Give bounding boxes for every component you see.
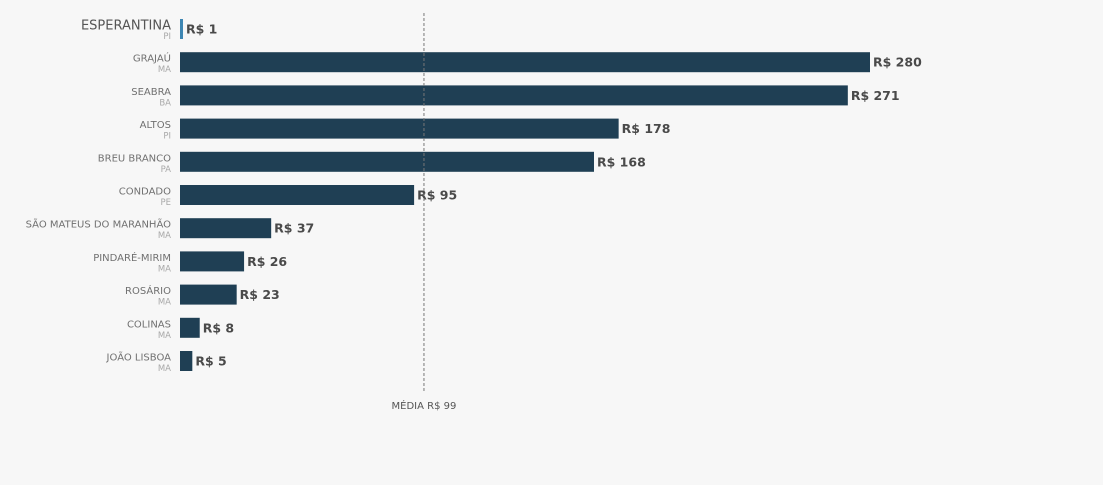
average-layer: MÉDIA R$ 99 <box>392 13 457 412</box>
value-label: R$ 271 <box>851 88 900 103</box>
bar <box>180 284 237 305</box>
bar <box>180 85 848 106</box>
bar <box>180 317 200 338</box>
city-label: SÃO MATEUS DO MARANHÃO <box>26 218 171 231</box>
value-label: R$ 95 <box>417 188 457 203</box>
city-label: SEABRA <box>131 87 171 98</box>
state-label: PE <box>161 198 172 208</box>
value-label: R$ 37 <box>274 221 314 236</box>
city-label: GRAJAÚ <box>133 52 171 65</box>
city-label: COLINAS <box>127 319 171 330</box>
city-label: ALTOS <box>140 120 171 131</box>
bar <box>180 151 594 172</box>
state-label: MA <box>158 65 171 75</box>
state-label: MA <box>158 298 171 308</box>
value-label: R$ 1 <box>186 22 217 37</box>
bar <box>180 19 183 39</box>
city-label: PINDARÉ-MIRIM <box>93 251 171 264</box>
city-label: ESPERANTINA <box>81 19 171 34</box>
state-label: PA <box>161 165 172 175</box>
state-label: PI <box>163 132 171 142</box>
value-label: R$ 26 <box>247 254 287 269</box>
city-label: ROSÁRIO <box>125 284 171 297</box>
value-label: R$ 23 <box>240 287 280 302</box>
bar <box>180 185 415 205</box>
city-label: CONDADO <box>119 187 171 198</box>
state-label: MA <box>158 364 171 374</box>
bar <box>180 118 619 139</box>
value-label: R$ 5 <box>195 354 226 369</box>
bar <box>180 251 245 272</box>
bar <box>180 218 272 239</box>
bar <box>180 52 870 73</box>
state-label: BA <box>159 98 171 108</box>
city-label: JOÃO LISBOA <box>106 351 172 364</box>
value-label: R$ 280 <box>873 55 922 70</box>
value-label: R$ 8 <box>203 320 234 335</box>
state-label: MA <box>158 264 171 274</box>
state-label: MA <box>158 331 171 341</box>
value-label: R$ 168 <box>597 154 646 169</box>
state-label: PI <box>163 32 171 42</box>
average-label: MÉDIA R$ 99 <box>392 399 457 412</box>
value-label: R$ 178 <box>622 121 671 136</box>
city-label: BREU BRANCO <box>98 153 171 164</box>
state-label: MA <box>158 231 171 241</box>
bar <box>180 351 193 371</box>
